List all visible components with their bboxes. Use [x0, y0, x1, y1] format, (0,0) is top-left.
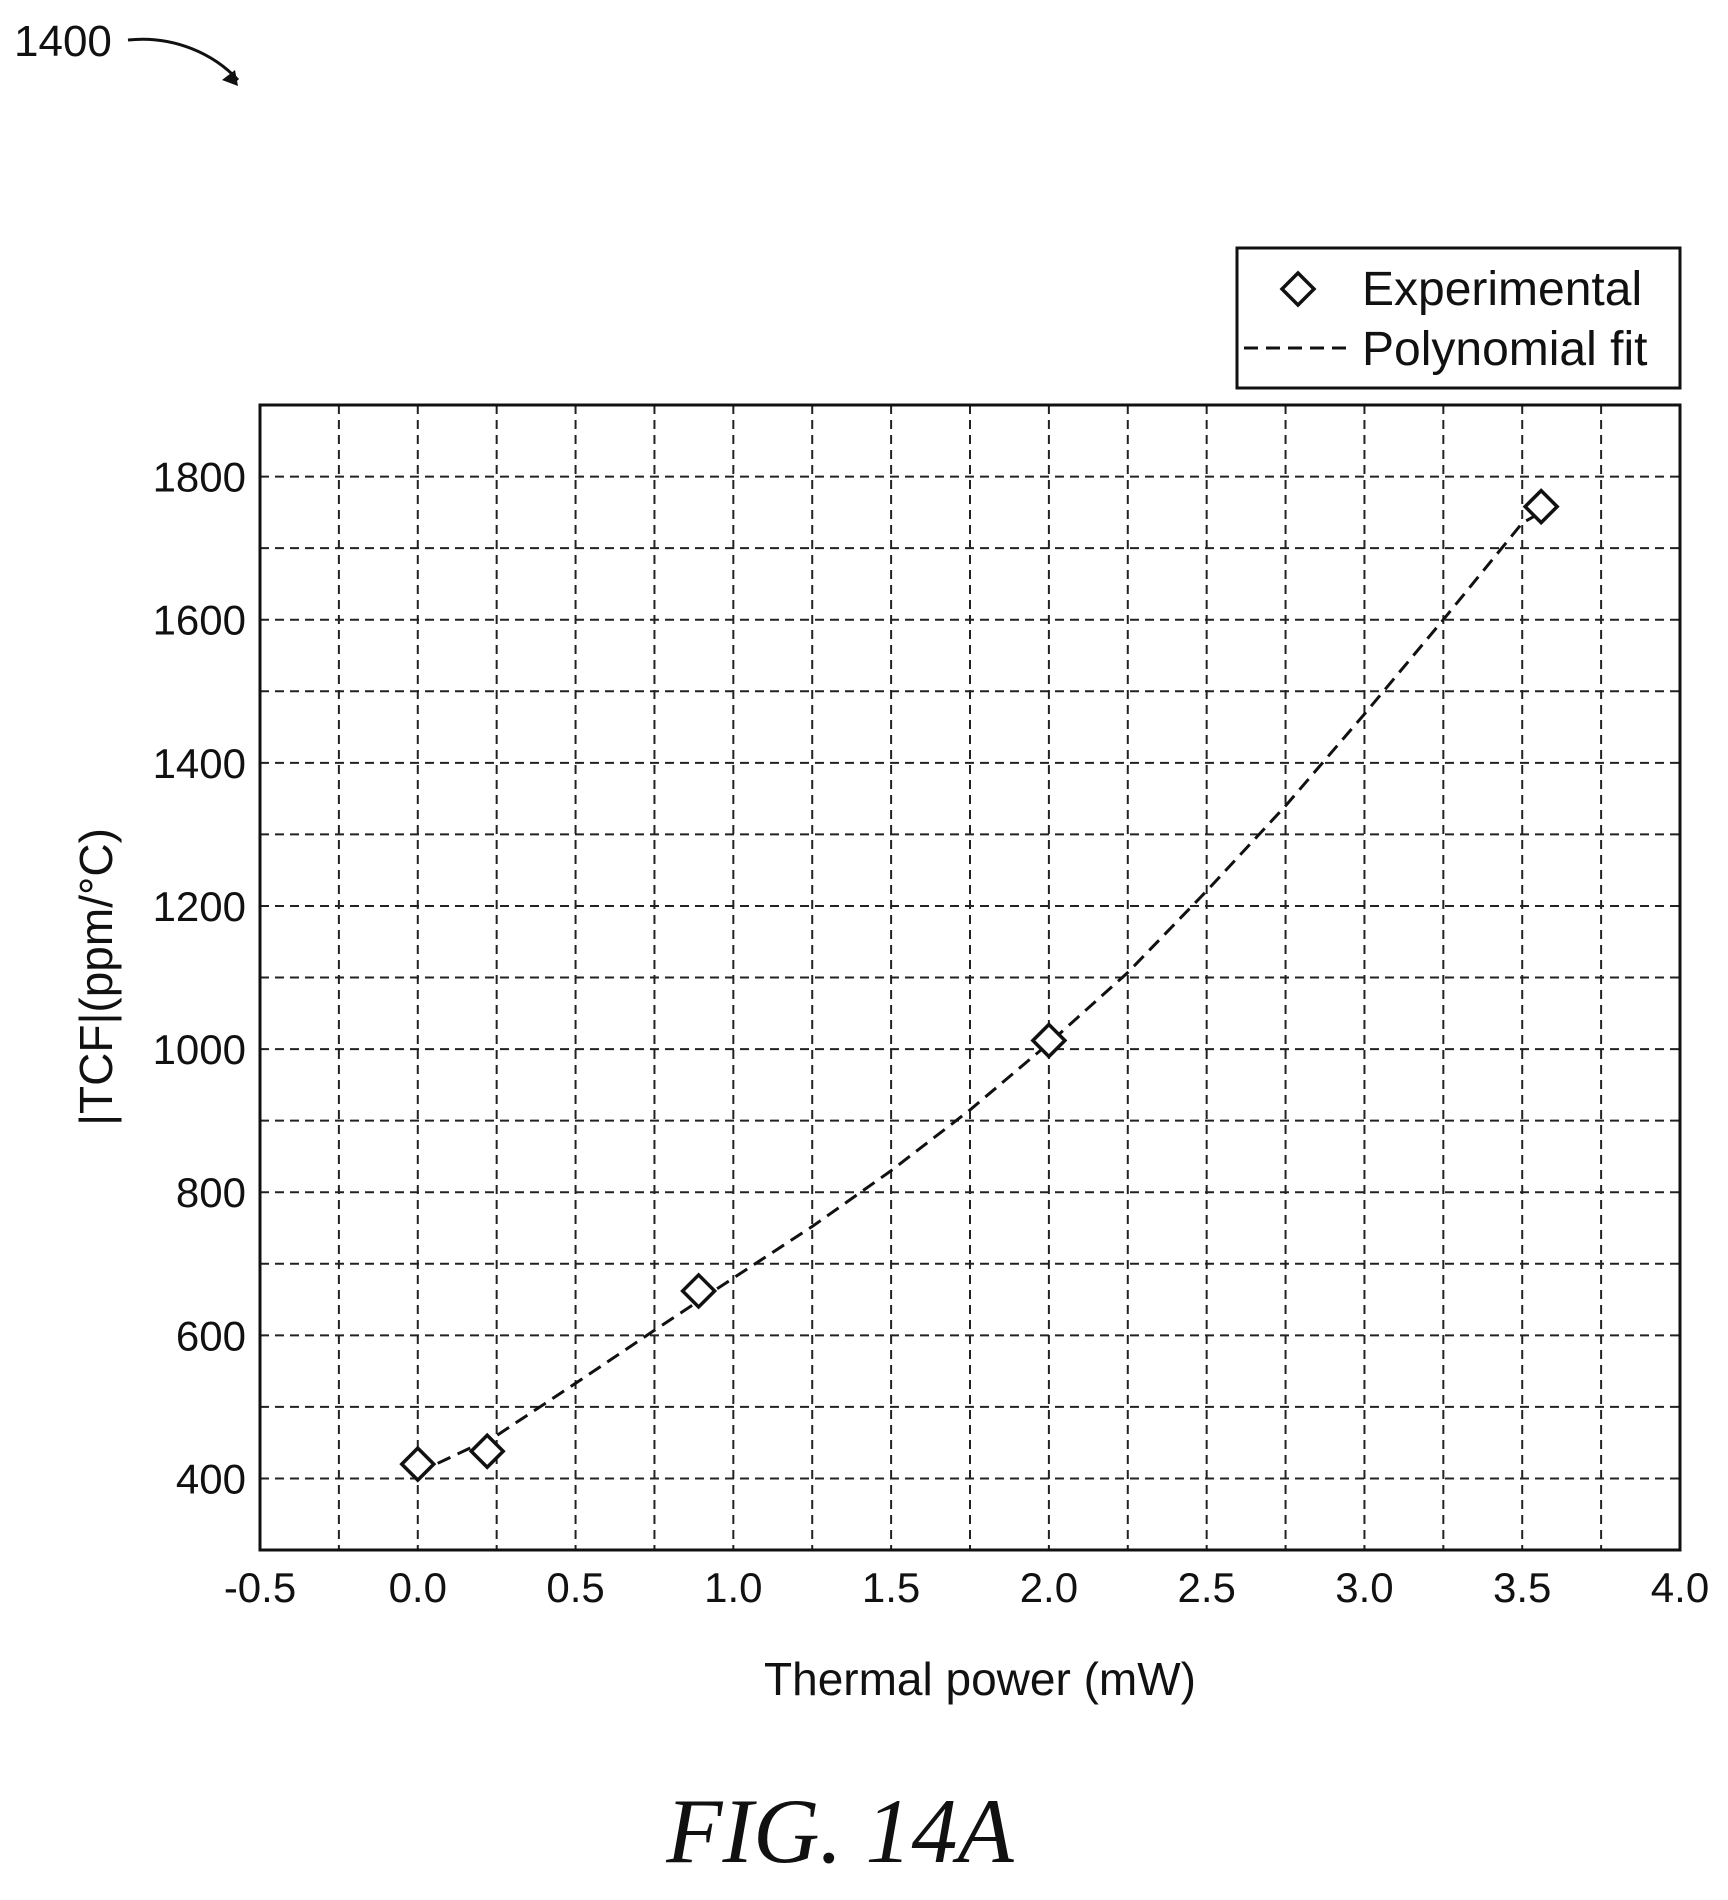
legend-label-experimental: Experimental — [1362, 263, 1642, 316]
y-tick-label: 1800 — [153, 454, 246, 501]
y-tick-label: 1600 — [153, 597, 246, 644]
x-tick-label: -0.5 — [224, 1564, 296, 1611]
reference-arrow — [127, 37, 240, 82]
experimental-data-point — [468, 1432, 506, 1470]
x-tick-label: 4.0 — [1651, 1564, 1709, 1611]
y-tick-label: 600 — [176, 1312, 246, 1359]
experimental-data-point — [680, 1272, 718, 1310]
polynomial-fit-line — [417, 510, 1542, 1475]
experimental-data-point — [1030, 1022, 1068, 1059]
experimental-points-layer — [399, 488, 1560, 1483]
x-tick-label: 3.0 — [1335, 1564, 1393, 1611]
legend-diamond-marker — [1279, 270, 1317, 308]
x-tick-label: 2.0 — [1020, 1564, 1078, 1611]
x-tick-label: 1.5 — [862, 1564, 920, 1611]
grid — [260, 405, 1680, 1550]
y-tick-label: 1200 — [153, 883, 246, 930]
reference-arrowhead — [222, 70, 238, 86]
x-axis-label: Thermal power (mW) — [764, 1653, 1196, 1705]
y-tick-label: 400 — [176, 1455, 246, 1502]
legend: Experimental Polynomial fit — [1235, 246, 1682, 390]
y-axis-label: |TCF|(ppm/°C) — [70, 828, 122, 1126]
experimental-data-point — [399, 1445, 437, 1483]
x-tick-label: 0.0 — [389, 1564, 447, 1611]
legend-label-polynomial-fit: Polynomial fit — [1362, 323, 1647, 376]
reference-numeral: 1400 — [14, 17, 112, 66]
experimental-data-point — [1522, 488, 1560, 526]
legend-box — [1235, 246, 1682, 390]
x-tick-label: 3.5 — [1493, 1564, 1551, 1611]
x-tick-label: 2.5 — [1177, 1564, 1235, 1611]
y-tick-label: 800 — [176, 1169, 246, 1216]
y-axis-ticks: 400 600 800 1000 1200 1400 1600 1800 — [153, 454, 246, 1503]
x-tick-label: 0.5 — [546, 1564, 604, 1611]
y-tick-label: 1000 — [153, 1026, 246, 1073]
figure-caption: FIG. 14A — [665, 1780, 1014, 1882]
y-tick-label: 1400 — [153, 740, 246, 787]
plot-frame — [258, 403, 1682, 1552]
x-tick-label: 1.0 — [704, 1564, 762, 1611]
polynomial-fit-layer — [417, 510, 1542, 1475]
x-axis-ticks: -0.5 0.0 0.5 1.0 1.5 2.0 2.5 3.0 3.5 4.0 — [224, 1564, 1709, 1611]
